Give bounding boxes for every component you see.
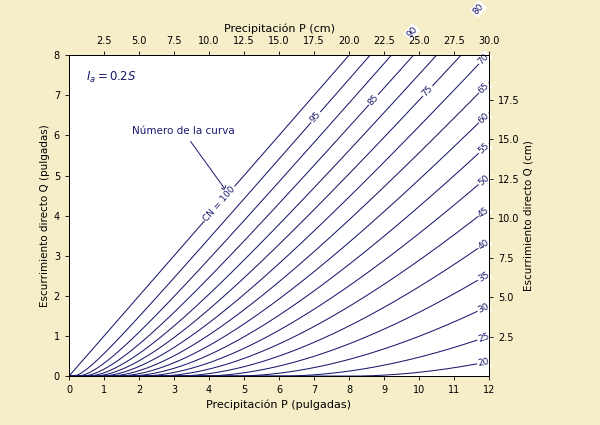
Text: $I_a = 0.2S$: $I_a = 0.2S$	[86, 70, 136, 85]
Text: 70: 70	[476, 51, 491, 66]
Text: 50: 50	[476, 173, 491, 187]
X-axis label: Precipitación P (cm): Precipitación P (cm)	[223, 23, 335, 34]
Text: 95: 95	[308, 110, 323, 125]
Text: 35: 35	[476, 270, 491, 283]
Text: 60: 60	[476, 111, 491, 125]
Text: 30: 30	[476, 302, 491, 315]
X-axis label: Precipitación P (pulgadas): Precipitación P (pulgadas)	[206, 400, 352, 410]
Text: Número de la curva: Número de la curva	[132, 127, 235, 190]
Text: 40: 40	[476, 238, 491, 251]
Text: 55: 55	[476, 142, 491, 156]
Text: 45: 45	[476, 205, 491, 219]
Y-axis label: Escurrimiento directo Q (pulgadas): Escurrimiento directo Q (pulgadas)	[40, 125, 50, 307]
Text: 75: 75	[421, 84, 435, 98]
Text: 20: 20	[478, 357, 490, 368]
Text: 25: 25	[477, 332, 491, 344]
Text: 80: 80	[472, 2, 485, 16]
Text: 85: 85	[367, 93, 380, 107]
Y-axis label: Escurrimiento directo Q (cm): Escurrimiento directo Q (cm)	[524, 140, 534, 291]
Text: CN = 100: CN = 100	[202, 184, 237, 223]
Text: 65: 65	[476, 81, 491, 95]
Text: 90: 90	[405, 25, 419, 39]
